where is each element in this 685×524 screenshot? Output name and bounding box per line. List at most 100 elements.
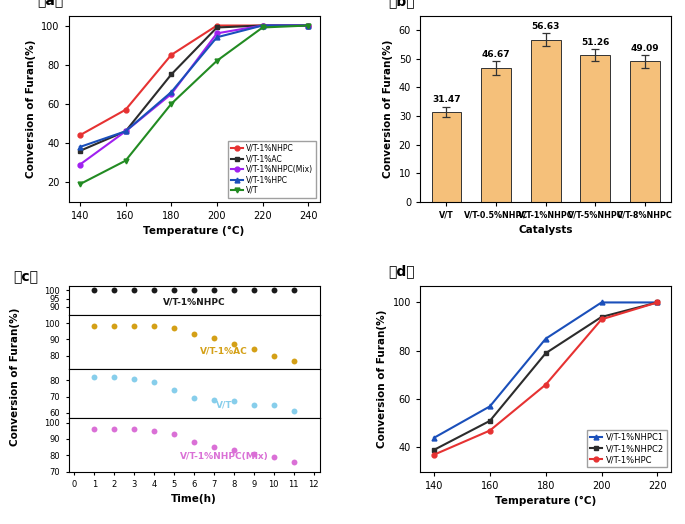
Point — [149, 378, 160, 386]
Bar — [481, 68, 511, 202]
Point — [269, 286, 279, 294]
Text: 56.63: 56.63 — [532, 22, 560, 31]
Point — [208, 396, 219, 404]
V/T-1%AC — [121, 128, 129, 135]
V/T-1%NHPC(Mix) — [167, 91, 175, 97]
V/T-1%NHPC — [121, 106, 129, 113]
Line: V/T-1%HPC: V/T-1%HPC — [77, 23, 311, 149]
V/T-1%NHPC(Mix) — [121, 128, 129, 135]
V/T-1%HPC — [213, 34, 221, 40]
Line: V/T: V/T — [77, 23, 311, 187]
V/T-1%NHPC(Mix) — [213, 30, 221, 37]
Point — [188, 394, 199, 402]
Point — [169, 286, 179, 294]
Point — [188, 438, 199, 446]
Point — [149, 322, 160, 331]
V/T-1%AC — [258, 23, 266, 29]
Point — [288, 457, 299, 466]
Line: V/T-1%AC: V/T-1%AC — [77, 23, 311, 154]
Text: Conversion of Furan(%): Conversion of Furan(%) — [10, 308, 20, 446]
V/T-1%NHPC(Mix) — [304, 23, 312, 29]
Point — [288, 407, 299, 416]
Point — [109, 425, 120, 433]
Text: 51.26: 51.26 — [581, 38, 610, 47]
Point — [149, 427, 160, 435]
V/T-1%NHPC — [258, 23, 266, 29]
Bar — [630, 61, 660, 202]
V/T-1%NHPC1 — [597, 299, 606, 305]
Point — [288, 286, 299, 294]
Legend: V/T-1%NHPC, V/T-1%AC, V/T-1%NHPC(Mix), V/T-1%HPC, V/T: V/T-1%NHPC, V/T-1%AC, V/T-1%NHPC(Mix), V… — [228, 141, 316, 198]
V/T — [258, 24, 266, 30]
Text: （b）: （b） — [388, 0, 415, 8]
Point — [169, 386, 179, 394]
V/T-1%HPC — [486, 428, 494, 434]
Point — [269, 453, 279, 461]
Point — [109, 373, 120, 381]
V/T-1%AC — [76, 148, 84, 154]
V/T-1%HPC — [430, 452, 438, 458]
Bar — [531, 40, 560, 202]
Text: 49.09: 49.09 — [631, 43, 659, 53]
V/T-1%NHPC2 — [653, 299, 662, 305]
V/T-1%NHPC1 — [486, 403, 494, 409]
V/T-1%NHPC — [76, 132, 84, 138]
V/T-1%HPC — [597, 316, 606, 322]
Point — [249, 400, 260, 409]
Point — [169, 430, 179, 438]
Point — [149, 286, 160, 294]
Point — [129, 322, 140, 331]
Point — [208, 334, 219, 342]
V/T-1%NHPC1 — [653, 299, 662, 305]
Line: V/T-1%NHPC(Mix): V/T-1%NHPC(Mix) — [77, 23, 311, 167]
Text: （c）: （c） — [13, 270, 38, 284]
V/T — [121, 158, 129, 164]
Point — [269, 352, 279, 360]
V/T-1%NHPC1 — [542, 335, 550, 342]
V/T-1%NHPC — [304, 23, 312, 29]
V/T-1%NHPC1 — [430, 434, 438, 441]
X-axis label: Time(h): Time(h) — [171, 495, 217, 505]
Line: V/T-1%NHPC2: V/T-1%NHPC2 — [432, 300, 660, 452]
V/T-1%AC — [213, 24, 221, 30]
Point — [229, 340, 240, 348]
Y-axis label: Conversion of Furan(%): Conversion of Furan(%) — [377, 309, 387, 447]
Point — [208, 443, 219, 451]
Point — [208, 286, 219, 294]
V/T-1%HPC — [258, 23, 266, 29]
X-axis label: Catalysts: Catalysts — [519, 225, 573, 235]
Text: 46.67: 46.67 — [482, 50, 510, 59]
V/T — [76, 181, 84, 187]
Legend: V/T-1%NHPC1, V/T-1%NHPC2, V/T-1%HPC: V/T-1%NHPC1, V/T-1%NHPC2, V/T-1%HPC — [586, 430, 667, 467]
Point — [129, 425, 140, 433]
Point — [89, 322, 100, 331]
Point — [188, 286, 199, 294]
X-axis label: Temperature (°C): Temperature (°C) — [495, 496, 597, 506]
V/T-1%AC — [167, 71, 175, 78]
Point — [229, 446, 240, 455]
Text: （a）: （a） — [37, 0, 64, 8]
V/T — [304, 23, 312, 29]
V/T-1%NHPC2 — [597, 314, 606, 320]
Point — [89, 373, 100, 381]
Point — [188, 330, 199, 339]
V/T-1%AC — [304, 23, 312, 29]
V/T-1%NHPC — [167, 52, 175, 58]
Line: V/T-1%NHPC: V/T-1%NHPC — [77, 23, 311, 138]
Point — [109, 286, 120, 294]
Bar — [580, 55, 610, 202]
Text: V/T-1%NHPC(Mix): V/T-1%NHPC(Mix) — [179, 452, 269, 462]
Text: 31.47: 31.47 — [432, 95, 461, 104]
Point — [288, 356, 299, 365]
Line: V/T-1%NHPC1: V/T-1%NHPC1 — [432, 300, 660, 440]
V/T-1%NHPC(Mix) — [76, 161, 84, 168]
Y-axis label: Conversion of Furan(%): Conversion of Furan(%) — [25, 40, 36, 178]
Line: V/T-1%HPC: V/T-1%HPC — [432, 300, 660, 457]
V/T-1%NHPC2 — [486, 418, 494, 424]
V/T-1%HPC — [76, 144, 84, 150]
Point — [129, 286, 140, 294]
Point — [89, 286, 100, 294]
Point — [229, 286, 240, 294]
Point — [249, 345, 260, 353]
Point — [89, 425, 100, 433]
